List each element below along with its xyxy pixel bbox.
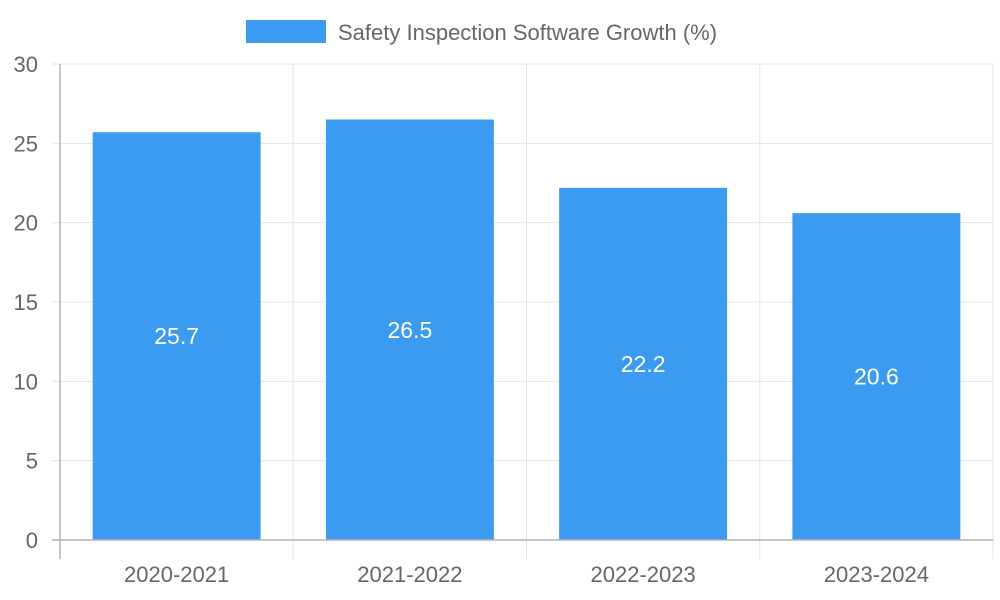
x-tick-label: 2020-2021 <box>124 562 229 587</box>
x-tick-label: 2021-2022 <box>357 562 462 587</box>
y-tick-label: 30 <box>14 52 38 77</box>
y-tick-label: 20 <box>14 211 38 236</box>
x-tick-label: 2023-2024 <box>824 562 929 587</box>
bar <box>92 132 261 540</box>
legend-swatch <box>246 20 326 43</box>
legend-label: Safety Inspection Software Growth (%) <box>338 20 717 45</box>
labels: 0 5 10 15 20 25 30 25.7 2020-2021 26.5 2021-2022 22… <box>14 52 929 587</box>
bars <box>92 119 961 541</box>
bar <box>325 119 494 541</box>
y-tick-label: 15 <box>14 290 38 315</box>
y-tick-label: 25 <box>14 131 38 156</box>
x-tick-label: 2022-2023 <box>591 562 696 587</box>
y-tick-label: 5 <box>26 449 38 474</box>
axes <box>52 63 993 559</box>
data-label: 20.6 <box>854 364 899 390</box>
bar <box>792 213 961 540</box>
legend[interactable]: Safety Inspection Software Growth (%) <box>246 20 717 45</box>
data-label: 22.2 <box>621 351 666 377</box>
bar <box>559 187 728 540</box>
y-tick-label: 10 <box>14 369 38 394</box>
data-label: 26.5 <box>387 317 432 343</box>
data-label: 25.7 <box>154 323 199 349</box>
y-tick-label: 0 <box>26 528 38 553</box>
